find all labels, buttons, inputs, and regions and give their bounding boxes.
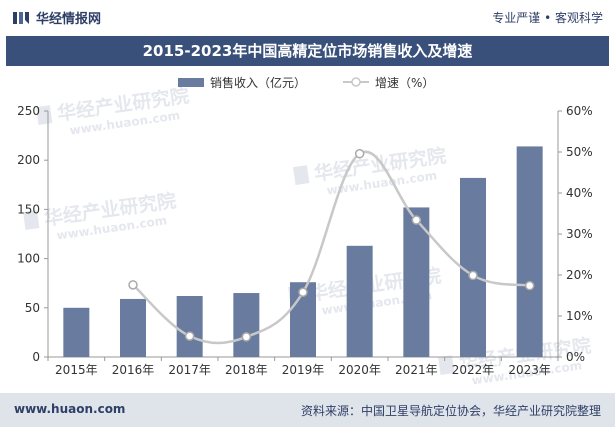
right-axis-tick-label: 50%: [566, 145, 593, 159]
bar: [120, 298, 146, 357]
x-axis-tick-label: 2021年: [395, 363, 438, 377]
right-axis-tick-label: 10%: [566, 309, 593, 323]
legend-bar-label: 销售收入（亿元）: [210, 75, 306, 90]
left-axis-tick-label: 50: [25, 301, 40, 315]
growth-point: [468, 270, 478, 281]
right-axis-tick-label: 20%: [566, 268, 593, 282]
left-axis-tick-label: 200: [17, 153, 40, 167]
legend-line-marker: [351, 77, 361, 87]
left-axis-tick-label: 250: [17, 104, 40, 118]
x-axis-tick-label: 2019年: [282, 363, 325, 377]
x-axis-tick-label: 2020年: [338, 363, 381, 377]
footer-source: 资料来源：中国卫星导航定位协会，华经产业研究院整理: [300, 404, 601, 418]
growth-point: [298, 287, 308, 297]
x-axis-tick-label: 2022年: [452, 363, 495, 377]
bar: [63, 307, 90, 357]
top-bar: 华经情报网 专业严谨 • 客观科学: [0, 0, 615, 34]
left-axis-tick-label: 0: [32, 350, 40, 364]
watermark-logo-icon: [293, 165, 310, 185]
bar: [346, 245, 373, 357]
slogan: 专业严谨 • 客观科学: [492, 11, 603, 25]
line-series: [128, 148, 535, 345]
growth-line: [132, 150, 530, 345]
chart-title: 2015-2023年中国高精定位市场销售收入及增速: [6, 36, 609, 66]
left-axis-tick-label: 150: [17, 202, 40, 216]
growth-point: [524, 280, 535, 291]
right-axis-tick-label: 30%: [566, 227, 593, 241]
left-axis-tick-label: 100: [17, 252, 40, 266]
footer-url[interactable]: www.huaon.com: [14, 402, 126, 416]
watermark-logo-icon: [23, 210, 40, 230]
footer: www.huaon.com 资料来源：中国卫星导航定位协会，华经产业研究院整理: [0, 393, 615, 427]
growth-point: [411, 215, 422, 225]
x-axis-tick-label: 2017年: [168, 363, 211, 377]
legend: 销售收入（亿元） 增速（%）: [178, 75, 434, 90]
bar: [403, 207, 430, 357]
brand[interactable]: 华经情报网: [12, 8, 101, 27]
bar: [233, 293, 260, 357]
tick-labels: 0 50 100 150 200 250 0% 10% 20% 30% 40% 50% 60% 2015年…: [17, 104, 593, 377]
brand-logo-icon: [13, 11, 29, 24]
bar-series: [63, 146, 543, 357]
x-axis-tick-label: 2016年: [112, 363, 155, 377]
watermark-logo-icon: [438, 355, 455, 375]
bar: [460, 177, 486, 357]
x-axis-tick-label: 2023年: [508, 363, 551, 377]
x-axis-tick-label: 2015年: [55, 363, 98, 377]
legend-bar-swatch: [178, 78, 204, 87]
brand-name: 华经情报网: [36, 12, 102, 27]
right-axis-tick-label: 0%: [566, 350, 585, 364]
growth-point: [354, 148, 365, 159]
right-axis-tick-label: 40%: [566, 186, 593, 200]
x-axis-tick-label: 2018年: [225, 363, 268, 377]
growth-point: [241, 332, 252, 342]
bar: [176, 295, 203, 357]
growth-point: [184, 331, 195, 341]
bar: [516, 146, 543, 357]
growth-point: [128, 280, 138, 290]
right-axis-tick-label: 60%: [566, 104, 593, 118]
legend-line-label: 增速（%）: [375, 76, 434, 90]
